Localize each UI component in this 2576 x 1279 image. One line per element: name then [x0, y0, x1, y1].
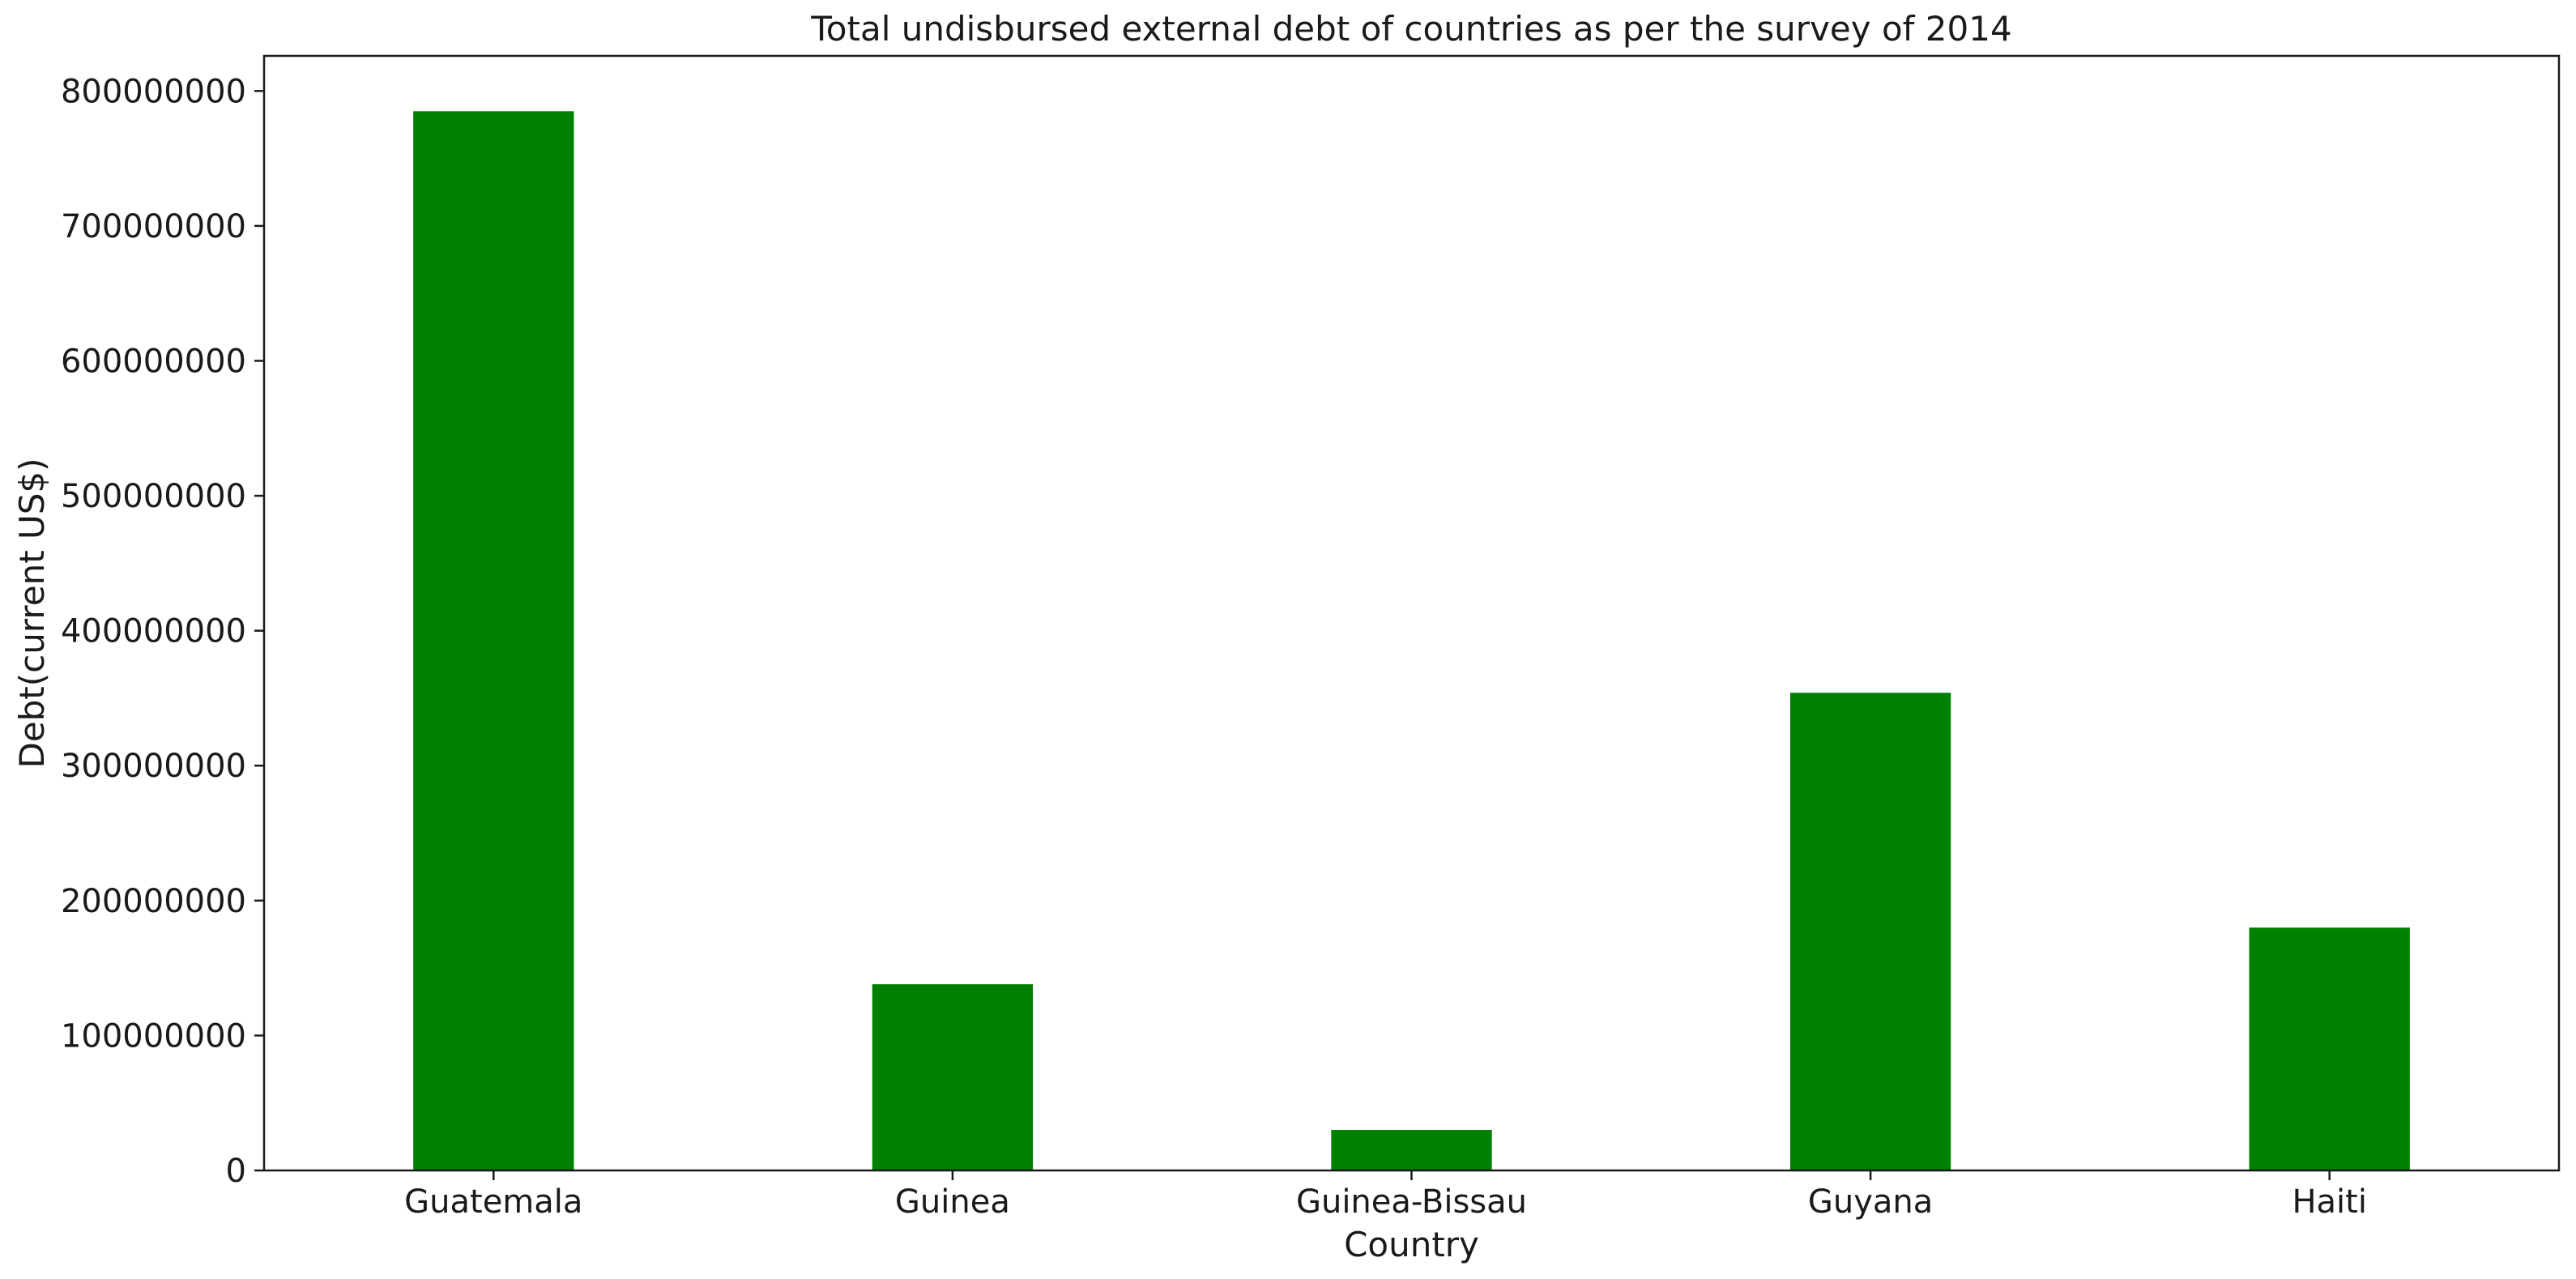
x-tick-label: Guinea-Bissau	[1296, 1183, 1527, 1221]
bar-haiti	[2249, 927, 2410, 1170]
y-tick-label: 400000000	[61, 613, 246, 650]
x-tick-label: Guinea	[895, 1183, 1010, 1221]
plot-area-frame	[262, 54, 2561, 1172]
y-tick-label: 700000000	[61, 208, 246, 245]
y-axis: 0 100000000 200000000 300000000 400000000 500…	[61, 73, 264, 1190]
chart-title: Total undisbursed external debt of count…	[810, 9, 2011, 49]
bar-guinea	[872, 984, 1034, 1170]
x-tick-label: Haiti	[2292, 1183, 2367, 1221]
y-tick-label: 200000000	[61, 883, 246, 920]
x-tick-label: Guyana	[1808, 1183, 1933, 1221]
y-axis-label: Debt(current US$)	[12, 458, 52, 768]
x-tick-label: Guatemala	[404, 1183, 582, 1221]
y-tick-label: 500000000	[61, 478, 246, 515]
y-tick-label: 800000000	[61, 73, 246, 110]
bar-guinea-bissau	[1331, 1130, 1492, 1170]
x-axis-label: Country	[1344, 1225, 1479, 1264]
bar-guyana	[1789, 693, 1951, 1170]
bar-guatemala	[413, 111, 574, 1170]
y-tick-label: 0	[226, 1153, 246, 1190]
y-tick-label: 600000000	[61, 343, 246, 380]
y-tick-label: 300000000	[61, 748, 246, 785]
bars-group	[413, 111, 2410, 1170]
y-tick-label: 100000000	[61, 1017, 246, 1055]
x-axis: Guatemala Guinea Guinea-Bissau Guyana Haiti	[404, 1170, 2367, 1221]
